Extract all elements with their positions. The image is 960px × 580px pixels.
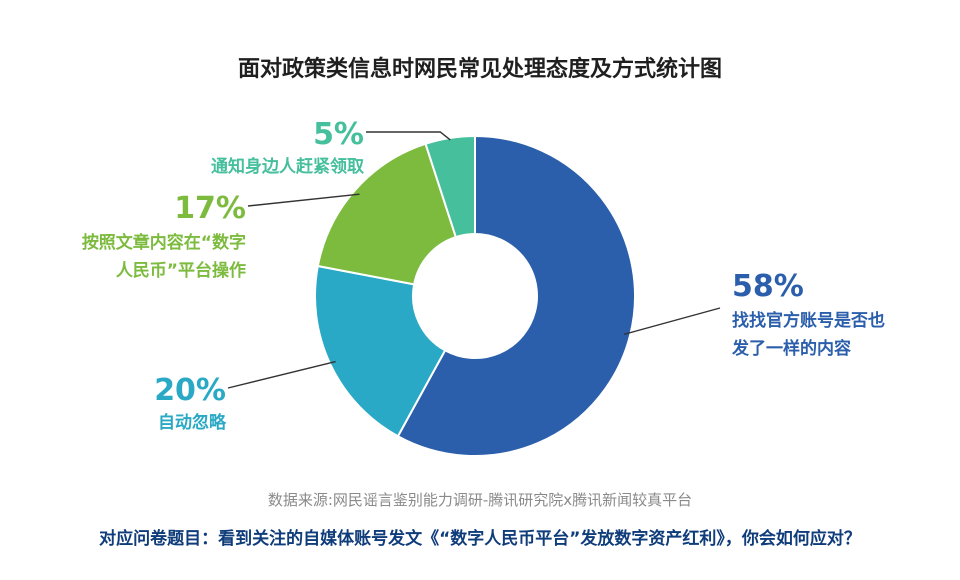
pie-slice-3 [424,134,476,239]
category-label-3-line-0: 通知身边人赶紧领取 [211,156,364,177]
chart-card: 面对政策类信息时网民常见处理态度及方式统计图 58% 找找官方账号是否也 发了一样的… [10,8,950,564]
value-label-0: 58% [732,269,804,304]
pie-slice-1 [314,264,447,438]
category-label-0-line-0: 找找官方账号是否也 [732,310,885,331]
leader-line-0 [623,307,721,335]
survey-question: 对应问卷题目：看到关注的自媒体账号发文《“数字人民币平台”发放数字资产红利》，你… [99,528,861,549]
value-label-2: 17% [174,191,246,226]
category-label-1-line-0: 自动忽略 [158,412,227,433]
category-label-2-line-0: 按照文章内容在“数字 [82,232,246,253]
leader-line-2 [247,193,360,207]
leader-line-1 [227,360,336,389]
category-label-0-line-1: 发了一样的内容 [731,338,851,359]
value-label-3: 5% [313,117,364,152]
leader-line-3 [366,131,451,141]
pie-slice-0 [396,134,636,457]
chart-title: 面对政策类信息时网民常见处理态度及方式统计图 [238,56,722,82]
pie-slice-2 [316,142,458,286]
slices-group [314,134,636,457]
value-label-1: 20% [154,373,226,408]
donut-chart: 面对政策类信息时网民常见处理态度及方式统计图 58% 找找官方账号是否也发了一样的… [82,56,885,549]
source-note: 数据来源:网民谣言鉴别能力调研-腾讯研究院x腾讯新闻较真平台 [268,491,692,509]
category-label-2-line-1: 人民币”平台操作 [116,260,246,281]
